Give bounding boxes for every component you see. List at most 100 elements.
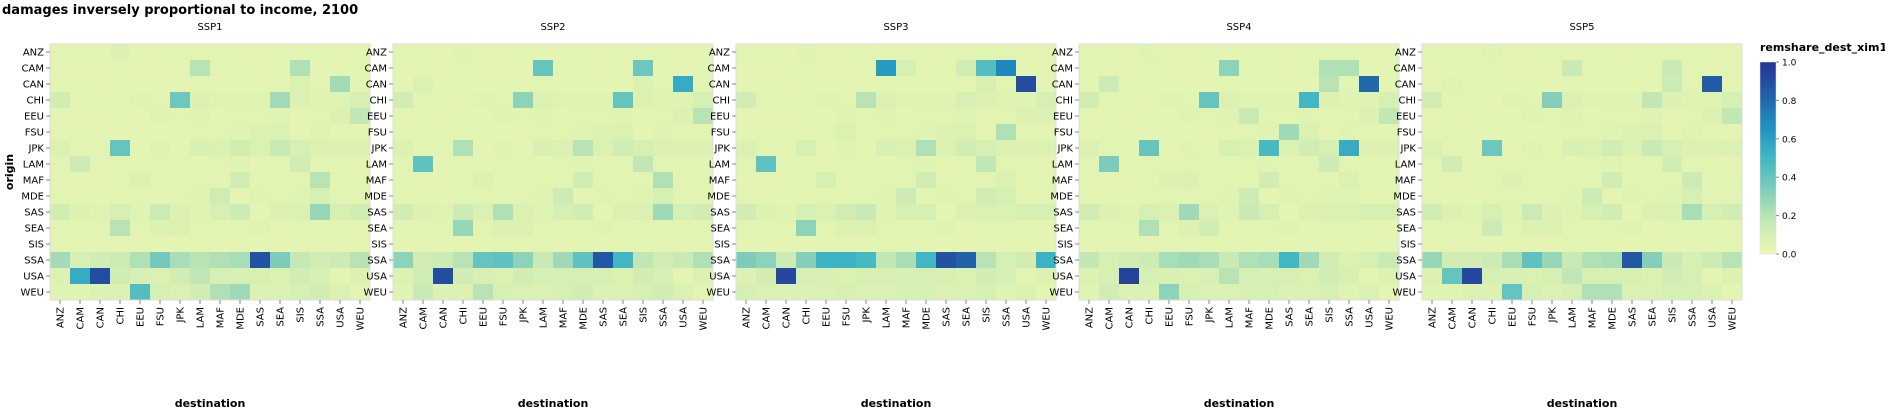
heatmap-cell: [270, 108, 291, 125]
heatmap-cell: [936, 92, 957, 109]
heatmap-cell: [836, 172, 857, 189]
heatmap-cell: [473, 60, 494, 77]
heatmap-cell: [90, 156, 111, 173]
heatmap-cell: [976, 108, 997, 125]
heatmap-cell: [1642, 140, 1663, 157]
heatmap-cell: [1016, 220, 1037, 237]
x-tick-label: CAM: [76, 307, 87, 329]
heatmap-cell: [816, 172, 837, 189]
heatmap-cell: [1482, 124, 1503, 141]
heatmap-cell: [513, 204, 534, 221]
heatmap-cell: [330, 268, 351, 285]
heatmap-cell: [1462, 268, 1483, 285]
y-tick-label: MDE: [1393, 192, 1416, 203]
heatmap-cell: [250, 268, 271, 285]
heatmap-cell: [190, 108, 211, 125]
heatmap-cell: [493, 92, 514, 109]
heatmap-cell: [230, 284, 251, 301]
y-tick-label: SIS: [1400, 240, 1416, 251]
heatmap-cell: [433, 156, 454, 173]
heatmap-cell: [453, 284, 474, 301]
heatmap-cell: [1199, 76, 1220, 93]
heatmap-cell: [593, 268, 614, 285]
heatmap-cell: [1662, 44, 1683, 61]
heatmap-cell: [956, 60, 977, 77]
heatmap-cell: [493, 188, 514, 205]
heatmap-cell: [513, 108, 534, 125]
heatmap-cell: [413, 44, 434, 61]
heatmap-cell: [1279, 284, 1300, 301]
heatmap-cell: [1239, 220, 1260, 237]
heatmap-cell: [573, 236, 594, 253]
heatmap-cell: [573, 92, 594, 109]
heatmap-cell: [756, 44, 777, 61]
heatmap-cell: [1179, 156, 1200, 173]
heatmap-cell: [310, 156, 331, 173]
heatmap-cell: [936, 172, 957, 189]
heatmap-cell: [1259, 92, 1280, 109]
heatmap-cell: [1522, 44, 1543, 61]
heatmap-cell: [1702, 284, 1723, 301]
heatmap-cell: [1482, 268, 1503, 285]
heatmap-cell: [976, 204, 997, 221]
heatmap-cell: [453, 108, 474, 125]
heatmap-cell: [736, 204, 757, 221]
heatmap-cell: [290, 284, 311, 301]
heatmap-cell: [1502, 124, 1523, 141]
heatmap-cell: [330, 156, 351, 173]
heatmap-cell: [876, 268, 897, 285]
heatmap-cell: [1139, 252, 1160, 269]
heatmap-cell: [1642, 172, 1663, 189]
heatmap-cell: [250, 204, 271, 221]
heatmap-cell: [1522, 108, 1543, 125]
x-tick-label: SSA: [659, 307, 670, 327]
heatmap-cell: [1319, 204, 1340, 221]
chart-title: damages inversely proportional to income…: [2, 3, 358, 18]
heatmap-cell: [573, 204, 594, 221]
heatmap-cell: [956, 172, 977, 189]
heatmap-cell: [413, 268, 434, 285]
heatmap-cell: [1219, 188, 1240, 205]
heatmap-cell: [433, 124, 454, 141]
heatmap-cell: [393, 124, 414, 141]
heatmap-cell: [110, 140, 131, 157]
heatmap-cell: [573, 220, 594, 237]
heatmap-cell: [1662, 252, 1683, 269]
heatmap-cell: [593, 76, 614, 93]
heatmap-cell: [1359, 268, 1380, 285]
heatmap-cell: [1582, 44, 1603, 61]
heatmap-cell: [1279, 140, 1300, 157]
y-tick-label: CHI: [713, 96, 730, 107]
heatmap-cell: [1319, 108, 1340, 125]
y-tick-label: LAM: [1395, 160, 1416, 171]
heatmap-cell: [936, 44, 957, 61]
heatmap-cell: [1119, 188, 1140, 205]
heatmap-cell: [1319, 44, 1340, 61]
heatmap-cell: [290, 236, 311, 253]
heatmap-cell: [1522, 124, 1543, 141]
heatmap-cell: [1199, 268, 1220, 285]
x-tick-label: CHI: [802, 307, 813, 324]
heatmap-cell: [310, 284, 331, 301]
heatmap-cell: [493, 108, 514, 125]
heatmap-cell: [270, 236, 291, 253]
heatmap-cell: [1319, 284, 1340, 301]
heatmap-cell: [270, 60, 291, 77]
heatmap-cell: [816, 268, 837, 285]
y-tick-label: WEU: [20, 288, 44, 299]
heatmap-cell: [1642, 284, 1663, 301]
y-tick-label: MDE: [21, 192, 44, 203]
heatmap-cell: [593, 220, 614, 237]
heatmap-cell: [796, 92, 817, 109]
heatmap-cell: [1099, 44, 1120, 61]
heatmap-cell: [1179, 252, 1200, 269]
heatmap-cell: [210, 172, 231, 189]
x-tick-label: JPK: [1205, 307, 1216, 324]
heatmap-cell: [130, 156, 151, 173]
heatmap-cell: [916, 252, 937, 269]
heatmap-cell: [210, 220, 231, 237]
heatmap-cell: [533, 268, 554, 285]
heatmap-cell: [1562, 60, 1583, 77]
heatmap-cell: [350, 76, 371, 93]
